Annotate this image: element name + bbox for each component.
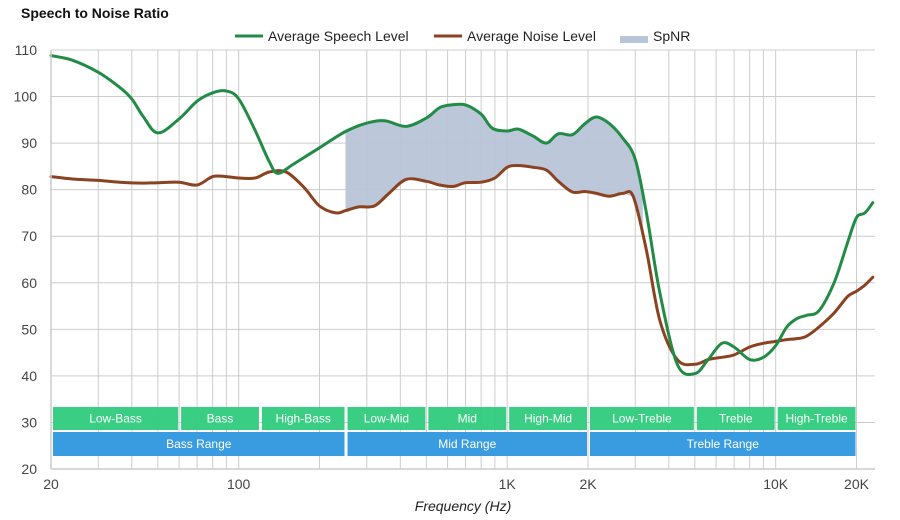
band-treble-range: [590, 432, 856, 456]
band-high-treble: [777, 407, 856, 430]
band-label: Mid: [458, 412, 477, 426]
band-treble: [696, 407, 775, 430]
band-label: High-Bass: [276, 412, 331, 426]
spnr-area-layer: [345, 104, 643, 236]
y-tick-label: 90: [21, 135, 37, 151]
y-tick-label: 110: [15, 42, 38, 58]
band-bass: [181, 407, 259, 430]
x-tick-label: 100: [227, 476, 251, 492]
band-label: Low-Bass: [89, 412, 142, 426]
band-label: Low-Treble: [612, 412, 672, 426]
spnr-area: [345, 104, 643, 236]
axes: 20 30 40 50 60 70 80 90 100 110 20 100 1K 2K 10K 20K: [14, 42, 875, 492]
band-label: Bass Range: [166, 437, 232, 451]
y-tick-label: 40: [21, 368, 37, 384]
y-tick-label: 80: [21, 182, 37, 198]
band-high-bass: [261, 407, 345, 430]
legend-label: SpNR: [653, 28, 690, 44]
y-tick-label: 60: [21, 275, 37, 291]
speech-line: [49, 54, 875, 377]
band-low-bass: [53, 407, 179, 430]
y-tick-label: 70: [21, 228, 37, 244]
band-label: Treble: [719, 412, 753, 426]
x-tick-label: 1K: [499, 476, 517, 492]
band-label: Mid Range: [438, 437, 496, 451]
x-axis-title: Frequency (Hz): [415, 498, 511, 514]
legend-swatch-spnr: [620, 36, 648, 43]
band-label: Low-Mid: [364, 412, 409, 426]
band-mid-range: [347, 432, 587, 456]
y-tick-label: 50: [21, 321, 37, 337]
band-high-mid: [509, 407, 587, 430]
x-tick-label: 10K: [763, 476, 789, 492]
y-tick-label: 20: [21, 461, 37, 477]
x-tick-label: 20: [43, 476, 59, 492]
series-lines: [49, 54, 875, 377]
band-label: Treble Range: [687, 437, 760, 451]
band-label: High-Treble: [785, 412, 848, 426]
band-label: Bass: [207, 412, 234, 426]
y-tick-label: 100: [14, 89, 38, 105]
band-mid: [428, 407, 507, 430]
legend-label: Average Speech Level: [268, 28, 409, 44]
band-label: High-Mid: [524, 412, 572, 426]
x-tick-label: 20K: [844, 476, 870, 492]
x-tick-label: 2K: [579, 476, 597, 492]
y-tick-label: 30: [21, 414, 37, 430]
band-low-treble: [590, 407, 694, 430]
frequency-bands: Low-Bass Bass High-Bass Low-Mid Mid High-Mid L…: [53, 407, 856, 456]
legend-label: Average Noise Level: [467, 28, 596, 44]
noise-line: [49, 163, 875, 367]
legend[interactable]: Average Speech Level Average Noise Level S…: [235, 28, 690, 44]
band-bass-range: [53, 432, 345, 456]
chart-title: Speech to Noise Ratio: [21, 5, 169, 21]
band-low-mid: [347, 407, 426, 430]
